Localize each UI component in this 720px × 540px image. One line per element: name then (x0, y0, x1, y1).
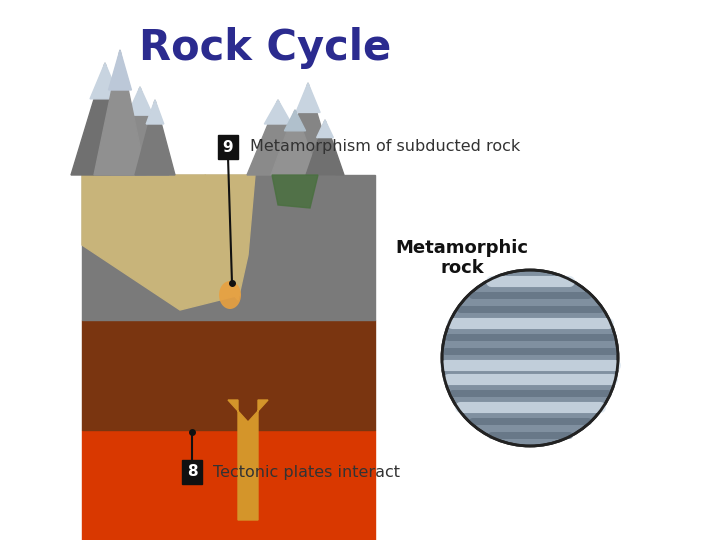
Polygon shape (317, 120, 333, 138)
Polygon shape (247, 100, 309, 175)
Ellipse shape (219, 281, 241, 309)
Polygon shape (264, 100, 292, 124)
Text: 8: 8 (186, 464, 197, 480)
Polygon shape (109, 50, 132, 90)
Polygon shape (82, 320, 375, 430)
Polygon shape (296, 83, 320, 112)
Polygon shape (82, 175, 375, 320)
Text: 9: 9 (222, 139, 233, 154)
Polygon shape (284, 110, 305, 131)
Polygon shape (205, 175, 255, 300)
Polygon shape (71, 63, 139, 175)
Text: Metamorphism of subducted rock: Metamorphism of subducted rock (250, 139, 521, 154)
Polygon shape (82, 175, 240, 310)
Polygon shape (135, 100, 175, 175)
Polygon shape (94, 50, 146, 175)
Polygon shape (111, 87, 169, 175)
Polygon shape (272, 175, 318, 208)
Polygon shape (127, 87, 153, 115)
Text: Rock Cycle: Rock Cycle (139, 27, 391, 69)
Polygon shape (146, 100, 164, 124)
Polygon shape (90, 63, 120, 99)
Polygon shape (82, 430, 375, 540)
Circle shape (442, 270, 618, 446)
Text: Metamorphic
rock: Metamorphic rock (395, 239, 528, 278)
Polygon shape (281, 83, 336, 175)
Polygon shape (228, 400, 268, 520)
Text: Tectonic plates interact: Tectonic plates interact (213, 464, 400, 480)
Polygon shape (306, 120, 344, 175)
Polygon shape (271, 110, 319, 175)
